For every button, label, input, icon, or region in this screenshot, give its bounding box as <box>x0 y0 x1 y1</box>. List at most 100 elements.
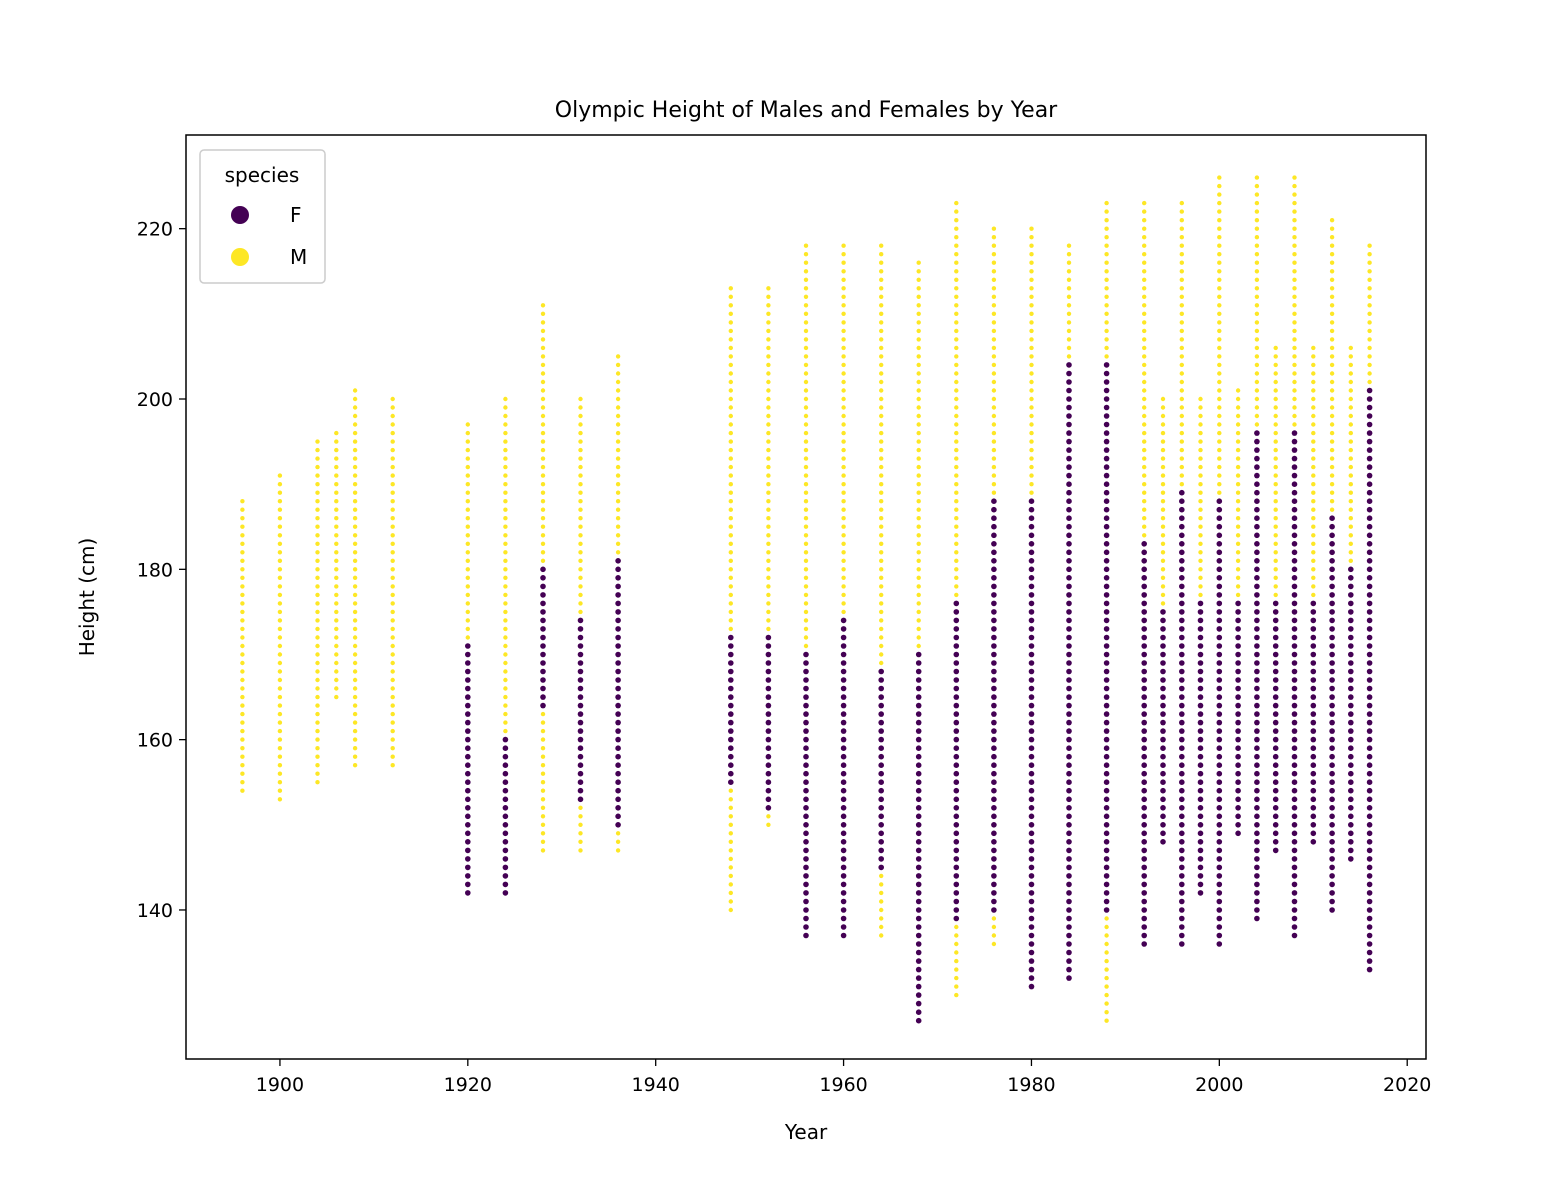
point-f <box>1066 396 1072 402</box>
point-f <box>1366 558 1373 564</box>
point-m <box>1198 499 1203 504</box>
point-f <box>953 864 960 871</box>
point-f <box>1197 881 1204 888</box>
point-m <box>334 601 339 606</box>
point-m <box>1198 422 1203 427</box>
point-m <box>1029 337 1034 342</box>
point-m <box>728 439 733 444</box>
point-m <box>1348 482 1354 487</box>
point-m <box>578 413 583 419</box>
point-m <box>540 371 546 376</box>
point-f <box>1291 566 1298 573</box>
point-m <box>1142 430 1147 436</box>
point-f <box>803 873 809 879</box>
point-m <box>916 396 921 402</box>
point-f <box>1179 822 1185 828</box>
point-m <box>1160 490 1166 495</box>
point-f <box>1066 387 1072 394</box>
point-f <box>840 728 847 734</box>
point-f <box>1179 685 1185 692</box>
point-m <box>465 490 470 495</box>
point-m <box>277 660 283 666</box>
point-m <box>1292 260 1297 265</box>
point-m <box>615 550 621 555</box>
point-m <box>465 473 470 478</box>
point-f <box>1028 634 1035 641</box>
point-f <box>1291 438 1298 445</box>
point-f <box>1066 668 1072 675</box>
point-m <box>540 464 546 470</box>
point-m <box>1292 354 1297 359</box>
point-m <box>1217 439 1222 444</box>
point-f <box>465 847 471 854</box>
point-m <box>841 439 846 444</box>
point-f <box>1254 515 1260 521</box>
point-m <box>766 311 771 316</box>
point-m <box>728 882 733 887</box>
point-m <box>879 303 884 308</box>
point-m <box>277 499 283 504</box>
point-m <box>390 524 395 529</box>
point-f <box>915 881 922 888</box>
point-m <box>728 558 733 563</box>
point-m <box>1029 405 1034 410</box>
point-f <box>1066 924 1072 930</box>
point-m <box>540 848 546 853</box>
point-f <box>577 745 584 751</box>
point-m <box>879 362 884 368</box>
point-m <box>803 422 809 427</box>
point-f <box>1272 813 1279 820</box>
point-f <box>1254 541 1260 547</box>
point-f <box>1028 668 1035 675</box>
point-m <box>352 516 358 521</box>
point-f <box>1197 728 1204 734</box>
point-f <box>1103 651 1110 658</box>
point-f <box>1366 532 1373 539</box>
point-f <box>840 805 847 811</box>
point-f <box>991 523 997 530</box>
point-f <box>728 711 734 717</box>
point-f <box>1291 813 1298 820</box>
point-m <box>615 533 621 538</box>
point-m <box>1142 269 1147 274</box>
point-m <box>728 890 733 896</box>
point-m <box>954 303 959 308</box>
point-m <box>1292 200 1297 206</box>
y-tick-label: 220 <box>137 219 173 241</box>
point-f <box>1366 668 1373 675</box>
point-m <box>1217 413 1222 419</box>
point-m <box>1254 286 1260 291</box>
point-f <box>1254 694 1260 700</box>
point-m <box>1179 337 1185 342</box>
point-f <box>1103 805 1110 811</box>
point-f <box>1197 702 1204 709</box>
legend-marker-m <box>231 248 249 266</box>
point-m <box>390 541 395 546</box>
point-f <box>1291 753 1298 760</box>
point-m <box>1179 388 1185 393</box>
point-f <box>915 702 922 709</box>
point-f <box>1103 660 1110 666</box>
point-f <box>1028 770 1035 777</box>
point-m <box>954 226 959 231</box>
point-f <box>803 813 809 820</box>
point-m <box>728 516 733 521</box>
point-m <box>879 371 884 376</box>
point-m <box>1142 405 1147 410</box>
point-f <box>1329 694 1335 700</box>
point-m <box>728 822 733 827</box>
point-m <box>728 550 733 555</box>
point-m <box>1292 252 1297 257</box>
point-m <box>352 405 358 410</box>
point-m <box>1254 354 1260 359</box>
point-f <box>840 736 847 743</box>
point-f <box>1216 498 1223 505</box>
point-f <box>953 609 960 615</box>
point-f <box>1291 634 1298 641</box>
point-f <box>1160 694 1166 700</box>
point-f <box>1348 787 1354 794</box>
point-m <box>841 405 846 410</box>
point-f <box>1028 566 1035 573</box>
point-m <box>879 354 884 359</box>
point-m <box>1142 252 1147 257</box>
